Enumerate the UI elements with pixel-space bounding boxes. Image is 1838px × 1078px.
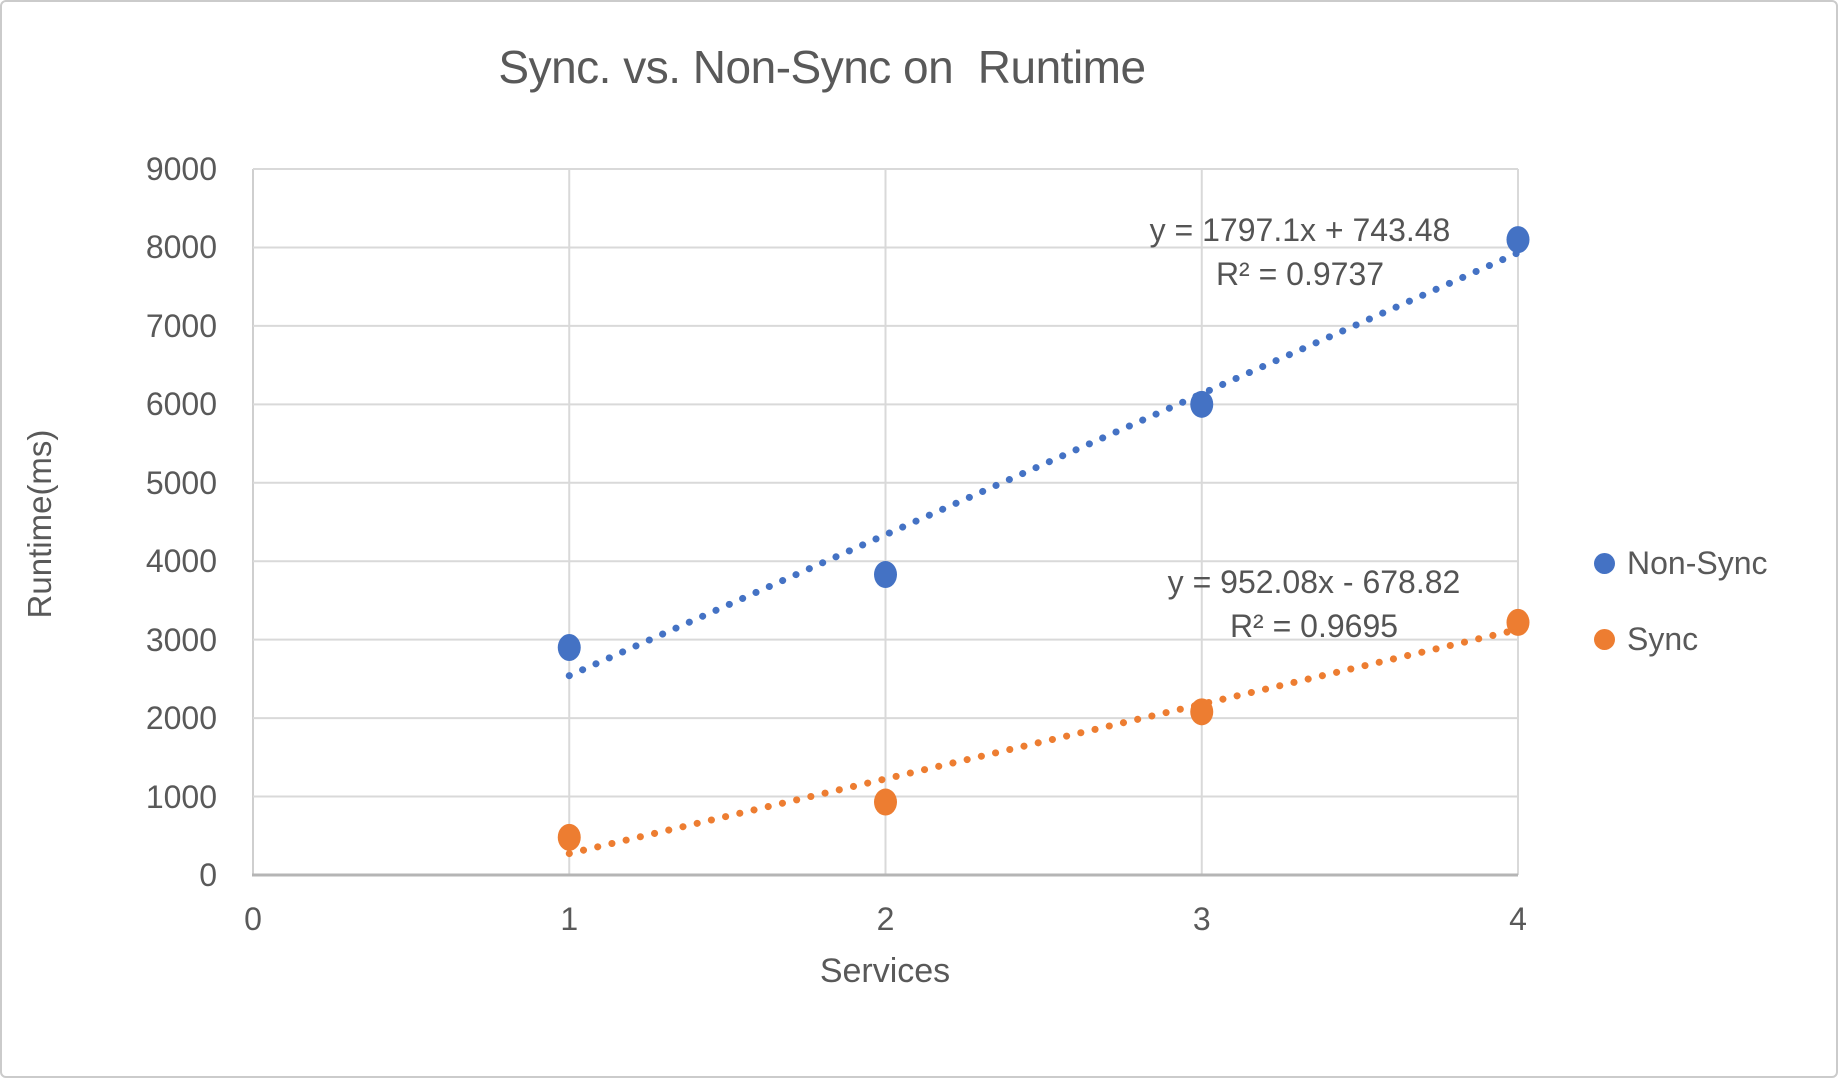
- trendline-equation: y = 1797.1x + 743.48: [1149, 212, 1451, 248]
- y-tick-label: 7000: [145, 307, 217, 344]
- point-sync: [874, 788, 897, 816]
- legend-dot-icon: [1594, 628, 1615, 650]
- trendline-non-sync: [565, 249, 1522, 680]
- y-tick-label: 2000: [145, 700, 217, 737]
- y-tick-label: 5000: [145, 464, 217, 501]
- x-axis-title: Services: [819, 952, 951, 990]
- y-tick-label: 8000: [145, 229, 217, 266]
- legend-label: Non-Sync: [1627, 544, 1768, 581]
- legend-item-sync: Sync: [1594, 620, 1698, 658]
- point-non-sync: [1506, 226, 1530, 254]
- y-axis-title: Runtime(ms): [21, 429, 58, 619]
- x-tick-label: 2: [876, 901, 895, 937]
- point-sync: [1506, 608, 1530, 636]
- trendline-sync: [565, 626, 1522, 858]
- point-sync: [1190, 698, 1214, 726]
- chart-title: Sync. vs. Non-Sync on Runtime: [498, 41, 1146, 93]
- y-tick-label: 4000: [145, 543, 217, 580]
- y-tick-label: 9000: [145, 151, 217, 187]
- y-tick-label: 0: [199, 857, 217, 893]
- legend-item-non-sync: Non-Sync: [1594, 544, 1768, 582]
- x-tick-label: 0: [244, 901, 262, 937]
- y-tick-label: 1000: [145, 778, 217, 815]
- point-non-sync: [874, 561, 897, 589]
- x-tick-label: 4: [1509, 901, 1527, 937]
- y-tick-label: 3000: [145, 621, 217, 658]
- trendline-label-non-sync: y = 1797.1x + 743.48 R² = 0.9737: [1090, 208, 1510, 296]
- y-tick-label: 6000: [145, 386, 217, 423]
- point-non-sync: [557, 634, 581, 662]
- point-non-sync: [1190, 390, 1214, 418]
- trendline-r-squared: R² = 0.9737: [1215, 256, 1385, 292]
- legend-label: Sync: [1627, 620, 1699, 657]
- trendline-equation: y = 952.08x - 678.82: [1167, 564, 1461, 600]
- trendline-r-squared: R² = 0.9695: [1229, 608, 1399, 644]
- point-sync: [557, 823, 581, 851]
- x-tick-label: 1: [560, 901, 579, 937]
- legend-dot-icon: [1594, 552, 1615, 574]
- x-tick-label: 3: [1192, 901, 1211, 937]
- trendline-label-sync: y = 952.08x - 678.82 R² = 0.9695: [1104, 560, 1524, 648]
